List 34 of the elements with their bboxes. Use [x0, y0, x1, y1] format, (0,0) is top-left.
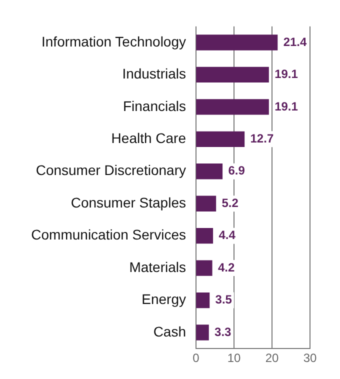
y-tick-label: Information Technology	[42, 33, 186, 50]
y-tick-label: Consumer Discretionary	[36, 162, 186, 178]
bar	[196, 196, 216, 212]
bar	[196, 34, 278, 50]
data-label: 21.4	[283, 34, 307, 49]
bar	[196, 292, 210, 308]
y-tick-label: Energy	[142, 291, 186, 308]
data-label: 4.2	[218, 260, 235, 274]
bar	[196, 131, 245, 147]
data-label: 4.4	[218, 228, 236, 242]
bar	[196, 66, 269, 83]
x-tick-label: 10	[227, 351, 241, 366]
y-tick-label: Materials	[129, 258, 186, 275]
bar	[196, 228, 214, 244]
bar	[196, 99, 269, 115]
bar	[196, 260, 212, 276]
y-tick-label: Health Care	[111, 130, 186, 146]
x-tick-label: 20	[265, 351, 279, 366]
y-tick-label: Consumer Staples	[70, 194, 186, 210]
data-label: 3.3	[214, 324, 232, 339]
x-tick-label: 0	[192, 351, 200, 366]
data-label: 3.5	[215, 292, 232, 307]
data-label: 6.9	[228, 164, 246, 178]
data-label: 12.7	[250, 131, 274, 146]
data-label: 5.2	[222, 196, 239, 210]
data-label: 19.1	[274, 99, 298, 114]
bar	[196, 324, 209, 340]
x-tick-label: 30	[303, 351, 317, 366]
y-tick-label: Industrials	[122, 66, 186, 82]
data-label: 19.1	[274, 67, 298, 82]
bar	[196, 164, 223, 180]
y-tick-label: Communication Services	[31, 226, 186, 243]
y-tick-label: Cash	[153, 323, 186, 340]
y-tick-label: Financials	[122, 98, 186, 114]
